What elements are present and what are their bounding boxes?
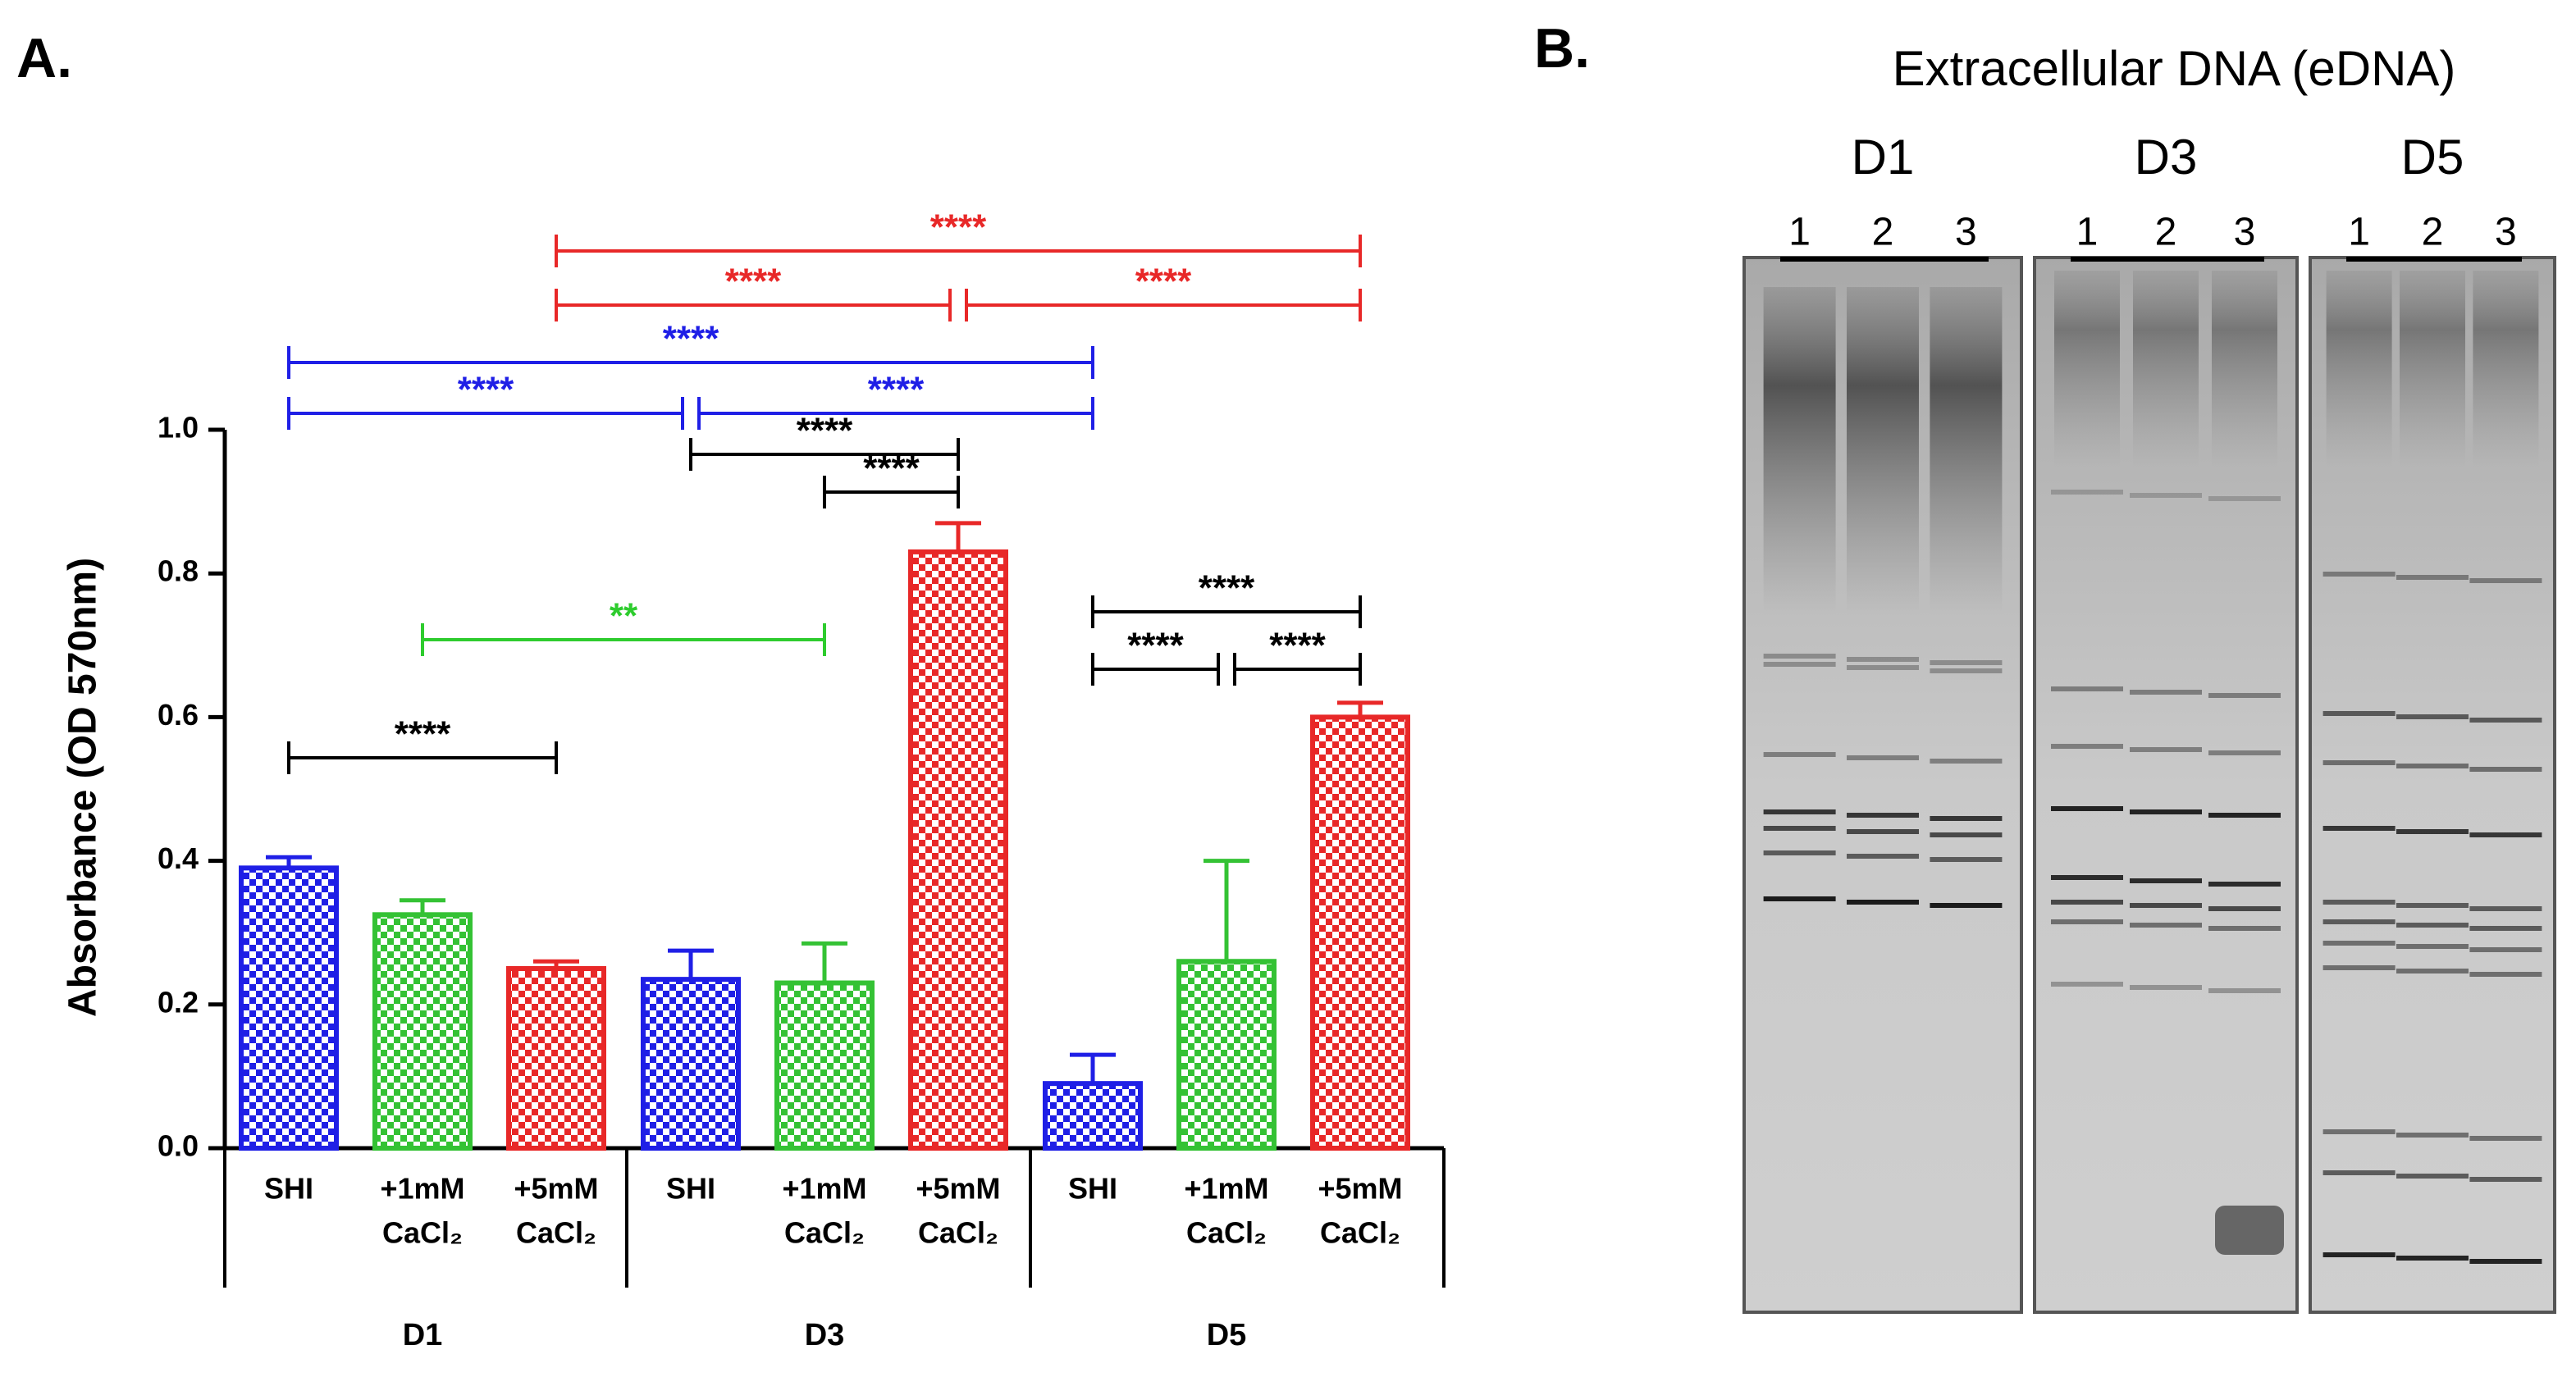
gel-smear [2212, 271, 2277, 467]
gel-smear [2400, 271, 2465, 467]
group-label: D3 [805, 1318, 845, 1352]
x-tick-label: SHI [666, 1172, 715, 1206]
gel-group-label: D3 [2135, 130, 2198, 185]
panel-label: A. [16, 27, 72, 89]
panel-label: B. [1534, 17, 1590, 80]
significance-label: **** [725, 262, 782, 302]
x-tick-label: +5mM [916, 1172, 1000, 1206]
gel-smear [2473, 271, 2539, 467]
significance-label: **** [1269, 626, 1326, 666]
group-label: D1 [403, 1318, 443, 1352]
gel-lane-number: 1 [1788, 211, 1811, 254]
x-tick-label: +5mM [1318, 1172, 1402, 1206]
bar [239, 865, 339, 1151]
y-tick-label: 0.2 [158, 985, 199, 1019]
x-tick-label: CaCl₂ [382, 1216, 463, 1250]
gel-lane-number: 2 [2155, 211, 2177, 254]
significance-label: **** [1199, 568, 1255, 609]
bar [1176, 959, 1277, 1151]
x-tick-label: SHI [1068, 1172, 1117, 1206]
x-tick-label: +1mM [1184, 1172, 1268, 1206]
bar [641, 977, 741, 1151]
gel-smear [2054, 271, 2120, 467]
gel-lane-number: 1 [2076, 211, 2099, 254]
bar [908, 549, 1008, 1151]
x-tick-label: +1mM [782, 1172, 866, 1206]
gel-smear [1763, 287, 1836, 615]
bar [1043, 1081, 1143, 1151]
x-tick-label: CaCl₂ [516, 1216, 596, 1250]
gel-lane-number: 3 [2495, 211, 2517, 254]
y-tick-label: 0.8 [158, 554, 199, 588]
bar [774, 980, 875, 1151]
y-axis-title: Absorbance (OD 570nm) [62, 558, 105, 1017]
gel-group-label: D5 [2401, 130, 2464, 185]
x-tick-label: +5mM [514, 1172, 598, 1206]
significance-label: **** [458, 370, 514, 410]
y-tick-label: 0.6 [158, 698, 199, 732]
significance-label: **** [1135, 262, 1192, 302]
x-tick-label: CaCl₂ [918, 1216, 998, 1250]
significance-label: **** [663, 319, 719, 359]
gel-smear [1930, 287, 2003, 615]
y-tick-label: 0.4 [158, 841, 199, 875]
x-tick-label: CaCl₂ [1320, 1216, 1400, 1250]
significance-label: **** [930, 207, 987, 248]
bar [1310, 714, 1410, 1151]
gel-title: Extracellular DNA (eDNA) [1893, 41, 2456, 96]
gel-smear [2133, 271, 2199, 467]
significance-label: **** [1127, 626, 1184, 666]
gel-smear [1847, 287, 1919, 615]
significance-label: **** [395, 714, 451, 755]
gel-blob [2215, 1206, 2284, 1255]
gel-lane-number: 1 [2348, 211, 2370, 254]
x-tick-label: SHI [264, 1172, 313, 1206]
significance-label: **** [868, 370, 925, 410]
significance-label: **** [863, 449, 920, 489]
bar [506, 966, 606, 1151]
x-tick-label: +1mM [380, 1172, 464, 1206]
x-tick-label: CaCl₂ [784, 1216, 865, 1250]
x-tick-label: CaCl₂ [1186, 1216, 1267, 1250]
gel-lane-number: 3 [2234, 211, 2256, 254]
gel-smear [2326, 271, 2392, 467]
y-tick-label: 0.0 [158, 1129, 199, 1163]
significance-label: **** [797, 411, 853, 451]
gel-lane-number: 3 [1955, 211, 1977, 254]
group-label: D5 [1207, 1318, 1247, 1352]
gel-group-label: D1 [1852, 130, 1915, 185]
y-tick-label: 1.0 [158, 411, 199, 445]
significance-label: ** [610, 596, 638, 636]
gel-lane-number: 2 [1872, 211, 1894, 254]
bar [372, 912, 473, 1151]
gel-lane-number: 2 [2422, 211, 2444, 254]
